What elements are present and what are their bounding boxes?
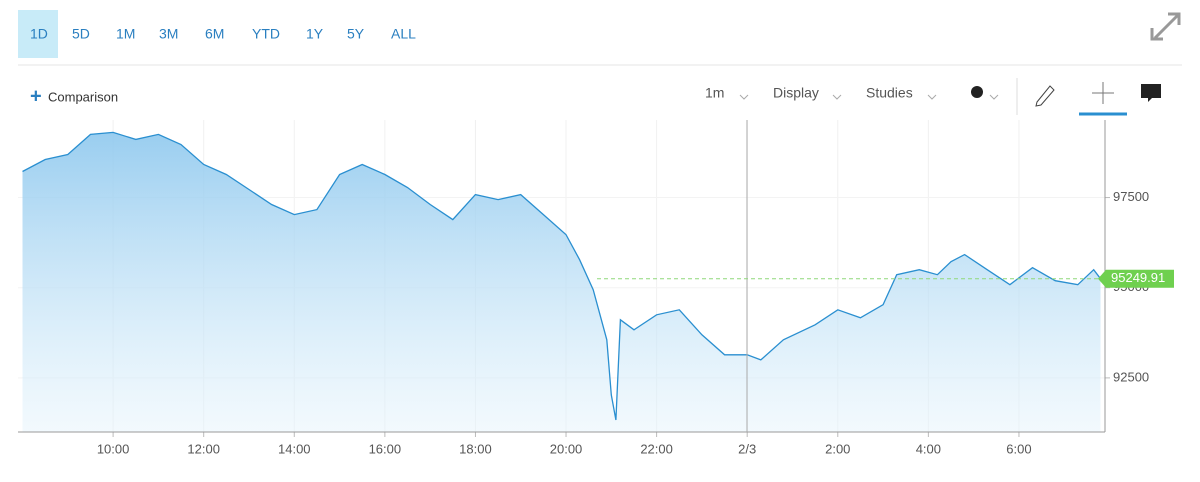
settings-icon[interactable] — [971, 86, 983, 98]
comparison-button[interactable]: Comparison — [48, 89, 118, 104]
area — [22, 132, 1101, 432]
draw-icon[interactable] — [1035, 85, 1055, 107]
x-tick-label: 2/3 — [738, 441, 756, 456]
comment-icon[interactable] — [1141, 84, 1161, 102]
y-tick-label: 97500 — [1113, 189, 1149, 204]
price-line — [22, 131, 1102, 421]
last-price-tag — [1098, 269, 1174, 288]
x-tick-label: 6:00 — [1006, 441, 1031, 456]
range-button[interactable]: 1Y — [306, 26, 324, 42]
x-tick-label: 20:00 — [550, 441, 583, 456]
x-tick-label: 2:00 — [825, 441, 850, 456]
range-button[interactable]: ALL — [391, 26, 416, 42]
plus-icon[interactable]: + — [30, 85, 42, 107]
interval-button[interactable]: 1m — [705, 85, 724, 101]
last-price-label: 95249.91 — [1111, 270, 1165, 285]
expand-icon[interactable] — [1150, 12, 1181, 41]
x-tick-label: 10:00 — [97, 441, 130, 456]
x-tick-label: 18:00 — [459, 441, 492, 456]
x-tick-label: 16:00 — [369, 441, 402, 456]
range-button[interactable]: 5D — [72, 26, 90, 42]
x-tick-label: 4:00 — [916, 441, 941, 456]
range-button[interactable]: 3M — [159, 26, 178, 42]
studies-button[interactable]: Studies — [866, 85, 913, 101]
display-button[interactable]: Display — [773, 85, 819, 101]
x-tick-label: 22:00 — [640, 441, 673, 456]
range-button[interactable]: 6M — [205, 26, 224, 42]
x-tick-label: 14:00 — [278, 441, 311, 456]
active-range-bg — [18, 10, 58, 58]
range-button[interactable]: YTD — [252, 26, 280, 42]
x-tick-label: 12:00 — [187, 441, 220, 456]
range-button[interactable]: 1D — [30, 26, 48, 42]
range-button[interactable]: 5Y — [347, 26, 365, 42]
crosshair-icon[interactable] — [1092, 82, 1114, 104]
range-button[interactable]: 1M — [116, 26, 135, 42]
chevrons — [739, 94, 999, 100]
y-tick-label: 92500 — [1113, 369, 1149, 384]
